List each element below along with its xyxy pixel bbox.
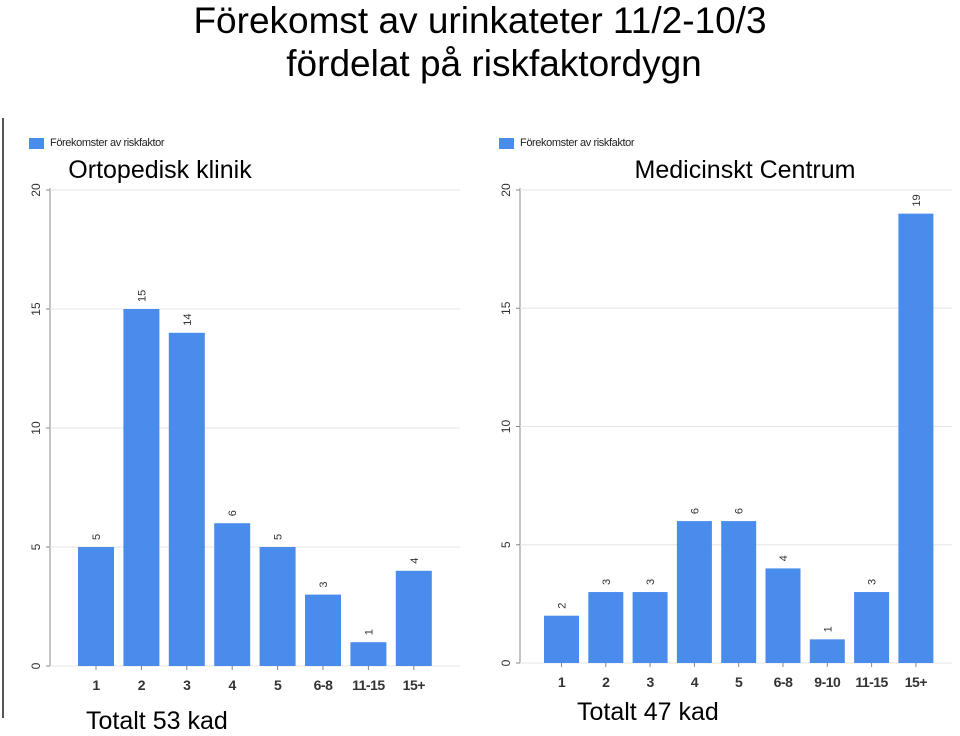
data-label: 6 [734,508,746,514]
legend-label: Förekomster av riskfaktor [50,137,165,149]
x-tick-label: 5 [274,677,282,693]
bar [78,547,114,666]
bar [632,592,668,663]
x-tick-label: 2 [138,677,146,693]
bar [588,592,624,663]
x-tick-label: 6-8 [314,677,333,693]
bar [854,592,890,663]
y-tick-label: 20 [499,183,513,197]
x-tick-label: 1 [558,674,566,690]
data-label: 14 [182,314,194,326]
chart-subtitle: Ortopedisk klinik [68,156,252,184]
bar [259,547,296,666]
y-tick-label: 15 [29,302,43,316]
bar [305,594,341,666]
y-tick-label: 15 [499,301,513,315]
legend-swatch [29,137,44,149]
data-label: 5 [273,534,285,540]
data-label: 3 [867,579,879,585]
chart-panel-ortopedisk: Förekomster av riskfaktor Ortopedisk kli… [20,128,470,735]
data-label: 1 [363,629,375,635]
y-tick-label: 5 [29,543,43,550]
data-label: 1 [822,626,834,632]
data-label: 3 [318,581,330,587]
bar [123,309,160,666]
y-tick-label: 0 [29,662,43,669]
data-label: 3 [601,579,613,585]
total-label: Totalt 47 kad [577,698,719,726]
x-tick-label: 15+ [403,677,426,693]
legend-swatch [499,137,514,149]
x-tick-label: 5 [735,674,743,690]
chart-legend: Förekomster av riskfaktor [499,137,634,149]
y-tick-label: 5 [499,541,513,548]
bar [765,568,801,663]
page-title-line2: fördelat på riskfaktordygn [286,43,702,84]
y-tick-label: 10 [29,421,43,435]
bar [168,332,205,666]
page-title-line1: Förekomst av urinkateter 11/2-10/3 [193,0,767,41]
bar [676,521,712,663]
x-tick-label: 11-15 [855,674,888,690]
bar [214,523,251,666]
x-tick-label: 3 [646,674,654,690]
x-tick-label: 4 [229,677,237,693]
chart-legend: Förekomster av riskfaktor [29,137,164,149]
data-label: 15 [136,290,148,302]
bar [809,639,845,663]
bar [395,570,432,666]
bar [898,213,934,663]
x-tick-label: 11-15 [352,677,385,693]
x-tick-label: 6-8 [774,674,793,690]
data-label: 3 [645,579,657,585]
page-separator [2,118,4,718]
chart-subtitle: Medicinskt Centrum [634,156,856,184]
x-tick-label: 15+ [905,674,928,690]
data-label: 6 [689,508,701,514]
chart-panel-medicinskt: Förekomster av riskfaktor Medicinskt Cen… [490,128,955,734]
data-label: 5 [91,534,103,540]
x-tick-label: 9-10 [814,674,841,690]
data-label: 4 [409,558,421,564]
data-label: 6 [227,510,239,516]
y-tick-label: 10 [499,420,513,434]
bar [350,642,387,666]
bar [544,615,579,663]
x-tick-label: 1 [92,677,100,693]
data-label: 2 [557,603,569,609]
bar [721,521,757,663]
bar-chart-medicinskt: 0 5 10 15 20 1 2 2 3 3 3 4 6 5 6 6-8 4 9-10 1 11-15 3 15+ 19 [499,183,952,690]
data-label: 19 [911,194,923,206]
x-tick-label: 4 [691,674,699,690]
x-tick-label: 2 [602,674,610,690]
y-tick-label: 20 [29,183,43,197]
y-tick-label: 0 [499,659,513,666]
x-tick-label: 3 [183,677,191,693]
legend-label: Förekomster av riskfaktor [520,137,635,149]
data-label: 4 [778,555,790,561]
total-label: Totalt 53 kad [86,707,228,735]
